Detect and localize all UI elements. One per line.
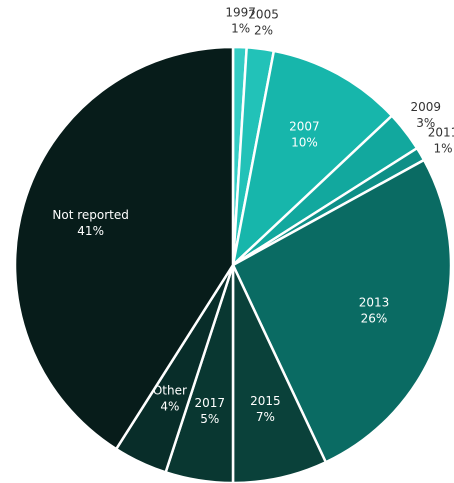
slice-value-label: 5%	[200, 412, 219, 426]
slice-value-label: 3%	[416, 116, 435, 130]
slice-value-label: 26%	[361, 311, 388, 325]
slice-value-label: 41%	[77, 224, 104, 238]
slice-label: 2007	[289, 120, 320, 134]
pie-slice	[231, 158, 453, 464]
slice-label: 2009	[411, 100, 442, 114]
slice-value-label: 1%	[231, 22, 250, 36]
slice-label: 2013	[359, 295, 390, 309]
pie-slice	[13, 45, 235, 451]
slice-value-label: 4%	[160, 400, 179, 414]
slice-label: 2017	[195, 396, 226, 410]
slice-label: 2015	[250, 394, 281, 408]
slice-label: 1997	[225, 6, 256, 20]
slice-label: Not reported	[52, 208, 129, 222]
slice-label: 2005	[248, 7, 279, 21]
slice-value-label: 2%	[254, 23, 273, 37]
pie-slice	[231, 49, 394, 269]
slice-value-label: 10%	[291, 136, 318, 150]
slice-value-label: 1%	[433, 141, 452, 155]
slice-label: Other	[153, 384, 187, 398]
slice-value-label: 7%	[256, 410, 275, 424]
